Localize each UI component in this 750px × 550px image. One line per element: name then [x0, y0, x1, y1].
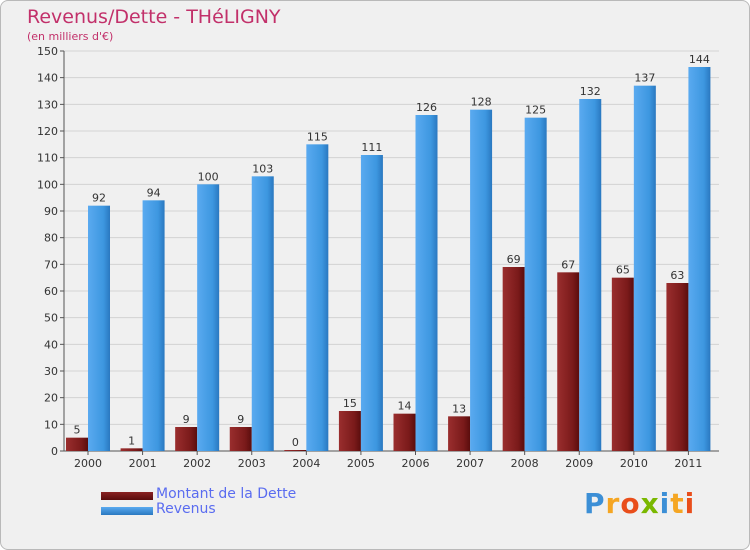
data-label-dette: 15	[343, 397, 357, 410]
y-tick-label: 60	[44, 285, 58, 298]
x-tick-label: 2009	[565, 457, 593, 470]
chart-subtitle: (en milliers d'€)	[27, 30, 114, 43]
x-tick-label: 2004	[292, 457, 320, 470]
y-tick-label: 100	[37, 178, 58, 191]
logo-letter: o	[620, 487, 641, 520]
legend-label-dette: Montant de la Dette	[156, 486, 297, 502]
bar-revenus	[142, 200, 165, 451]
bar-revenus	[306, 144, 329, 452]
data-label-revenus: 144	[689, 53, 710, 66]
logo-letter: i	[684, 487, 696, 520]
y-tick-label: 30	[44, 365, 58, 378]
logo-letter: x	[640, 487, 660, 520]
y-tick-label: 110	[37, 152, 58, 165]
x-tick-label: 2011	[674, 457, 702, 470]
bar-dette	[338, 411, 361, 451]
y-tick-label: 140	[37, 72, 58, 85]
data-label-dette: 5	[74, 424, 81, 437]
data-label-revenus: 100	[198, 170, 219, 183]
y-tick-label: 40	[44, 338, 58, 351]
data-label-revenus: 137	[634, 72, 655, 85]
x-tick-label: 2007	[456, 457, 484, 470]
legend-swatch-dette	[101, 492, 153, 500]
data-label-revenus: 128	[471, 96, 492, 109]
bar-dette	[557, 272, 580, 451]
bar-dette	[229, 427, 252, 451]
bar-dette	[175, 427, 198, 451]
y-tick-label: 10	[44, 418, 58, 431]
bar-revenus	[197, 184, 220, 452]
bar-revenus	[688, 67, 711, 451]
bar-dette	[393, 413, 416, 451]
bar-revenus	[360, 155, 383, 451]
data-label-dette: 14	[398, 400, 412, 413]
data-label-dette: 69	[507, 253, 521, 266]
bar-revenus	[524, 117, 547, 452]
bar-revenus	[88, 205, 110, 451]
data-label-dette: 63	[670, 269, 684, 282]
bar-revenus	[633, 85, 656, 452]
x-tick-label: 2000	[74, 457, 102, 470]
legend-label-revenus: Revenus	[156, 501, 216, 517]
data-label-dette: 13	[452, 402, 466, 415]
bar-dette	[666, 283, 689, 451]
data-label-dette: 0	[292, 436, 299, 449]
bar-dette	[284, 450, 307, 451]
data-label-dette: 67	[561, 258, 575, 271]
data-label-revenus: 132	[580, 85, 601, 98]
data-label-revenus: 103	[252, 162, 273, 175]
data-label-dette: 9	[237, 413, 244, 426]
logo-letter: i	[659, 487, 671, 520]
x-tick-label: 2010	[620, 457, 648, 470]
logo-letter: t	[670, 487, 685, 520]
x-tick-label: 2005	[347, 457, 375, 470]
data-label-revenus: 92	[92, 192, 106, 205]
data-label-dette: 65	[616, 264, 630, 277]
y-tick-label: 120	[37, 125, 58, 138]
y-tick-label: 90	[44, 205, 58, 218]
bar-revenus	[470, 109, 493, 452]
y-tick-label: 20	[44, 392, 58, 405]
x-tick-label: 2003	[238, 457, 266, 470]
logo-letter: r	[605, 487, 621, 520]
x-tick-label: 2001	[129, 457, 157, 470]
data-label-revenus: 94	[147, 186, 161, 199]
y-tick-label: 130	[37, 98, 58, 111]
x-tick-label: 2006	[402, 457, 430, 470]
legend-swatch-revenus	[101, 507, 153, 515]
y-tick-label: 80	[44, 232, 58, 245]
bar-dette	[611, 277, 634, 451]
logo-letter: P	[584, 487, 606, 520]
y-tick-label: 70	[44, 258, 58, 271]
proxiti-logo: Proxiti	[584, 487, 695, 520]
data-label-revenus: 115	[307, 130, 328, 143]
bar-dette	[502, 267, 525, 451]
x-tick-label: 2008	[511, 457, 539, 470]
x-tick-label: 2002	[183, 457, 211, 470]
data-label-dette: 9	[183, 413, 190, 426]
data-label-dette: 1	[128, 434, 135, 447]
bar-revenus	[579, 99, 602, 451]
bar-revenus	[251, 176, 274, 452]
bar-revenus	[415, 115, 438, 451]
bar-dette	[448, 416, 471, 451]
y-tick-label: 150	[37, 45, 58, 58]
chart-title: Revenus/Dette - THéLIGNY	[27, 6, 281, 28]
y-tick-label: 0	[51, 445, 58, 458]
data-label-revenus: 125	[525, 104, 546, 117]
data-label-revenus: 111	[361, 141, 382, 154]
data-label-revenus: 126	[416, 101, 437, 114]
bar-dette	[120, 448, 143, 451]
y-tick-label: 50	[44, 312, 58, 325]
bar-dette	[66, 437, 88, 451]
